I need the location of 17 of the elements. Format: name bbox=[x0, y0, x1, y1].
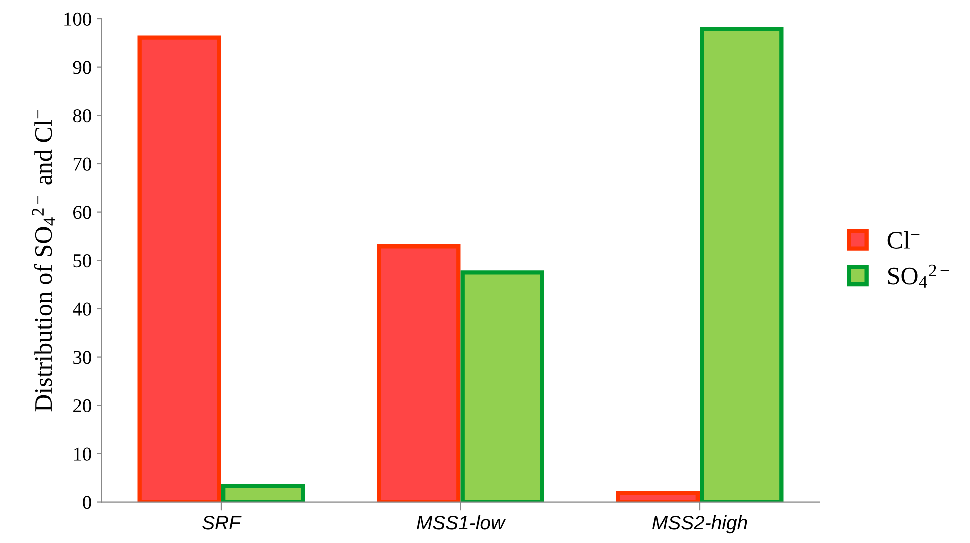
y-tick-label: 20 bbox=[74, 399, 92, 413]
y-tick-label: 0 bbox=[83, 496, 92, 510]
legend-label: Cl$^{−}$ bbox=[888, 231, 920, 249]
x-tick-label: SRF bbox=[202, 516, 242, 530]
y-tick-label: 80 bbox=[73, 109, 92, 123]
y-tick-label: 90 bbox=[73, 61, 92, 74]
x-tick-label: MSS1-low bbox=[417, 515, 506, 530]
y-tick-label: 40 bbox=[73, 302, 92, 316]
y-tick-label: 70 bbox=[74, 158, 92, 171]
y-tick-label: 50 bbox=[74, 254, 92, 268]
y-tick-label: 100 bbox=[64, 12, 92, 26]
y-tick-label: 60 bbox=[74, 206, 92, 220]
y-axis-title: Distribution of SO$_{4}$$^{2−}$ and Cl$^{−}$ bbox=[32, 110, 56, 412]
x-tick-label: MSS2-high bbox=[652, 515, 748, 534]
y-tick-label: 10 bbox=[74, 448, 92, 461]
legend-label: SO$_{4}$$^{2−}$ bbox=[888, 264, 949, 288]
y-tick-label: 30 bbox=[74, 351, 92, 364]
